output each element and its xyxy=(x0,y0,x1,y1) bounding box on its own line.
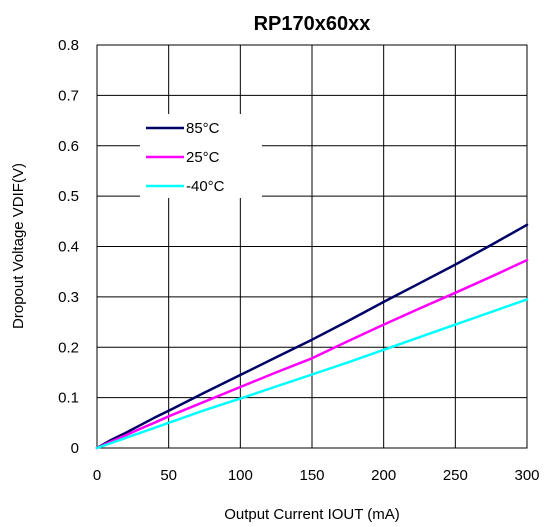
x-tick-label: 50 xyxy=(160,467,177,484)
legend: 85°C 25°C -40°C xyxy=(140,114,262,198)
series-layer xyxy=(95,223,529,450)
legend-label-3: -40°C xyxy=(186,178,225,195)
y-tick-label: 0.7 xyxy=(58,87,79,104)
y-tick-label: 0.2 xyxy=(58,339,79,356)
y-tick-label: 0 xyxy=(71,440,79,457)
x-axis-label: Output Current IOUT (mA) xyxy=(224,506,400,523)
x-axis-tick-labels: 0 50 100 150 200 250 300 xyxy=(93,467,540,484)
y-tick-label: 0.5 xyxy=(58,188,79,205)
series-line-2 xyxy=(95,258,529,450)
grid-lines xyxy=(96,44,528,449)
y-tick-label: 0.3 xyxy=(58,289,79,306)
y-tick-label: 0.1 xyxy=(58,390,79,407)
x-tick-label: 200 xyxy=(371,467,396,484)
y-tick-label: 0.8 xyxy=(58,37,79,54)
x-tick-label: 300 xyxy=(514,467,539,484)
y-axis-label: Dropout Voltage VDIF(V) xyxy=(10,163,27,329)
y-axis-tick-labels: 0 0.1 0.2 0.3 0.4 0.5 0.6 0.7 0.8 xyxy=(58,37,79,457)
legend-label-1: 85°C xyxy=(186,120,220,137)
plot-area-frame xyxy=(96,44,528,449)
chart-title: RP170x60xx xyxy=(254,13,371,35)
series-line-1 xyxy=(95,223,529,450)
y-tick-label: 0.4 xyxy=(58,239,79,256)
x-tick-label: 0 xyxy=(93,467,101,484)
series-line-3 xyxy=(95,298,529,450)
legend-label-2: 25°C xyxy=(186,149,220,166)
x-tick-label: 150 xyxy=(299,467,324,484)
x-tick-label: 100 xyxy=(228,467,253,484)
y-tick-label: 0.6 xyxy=(58,138,79,155)
x-tick-label: 250 xyxy=(443,467,468,484)
